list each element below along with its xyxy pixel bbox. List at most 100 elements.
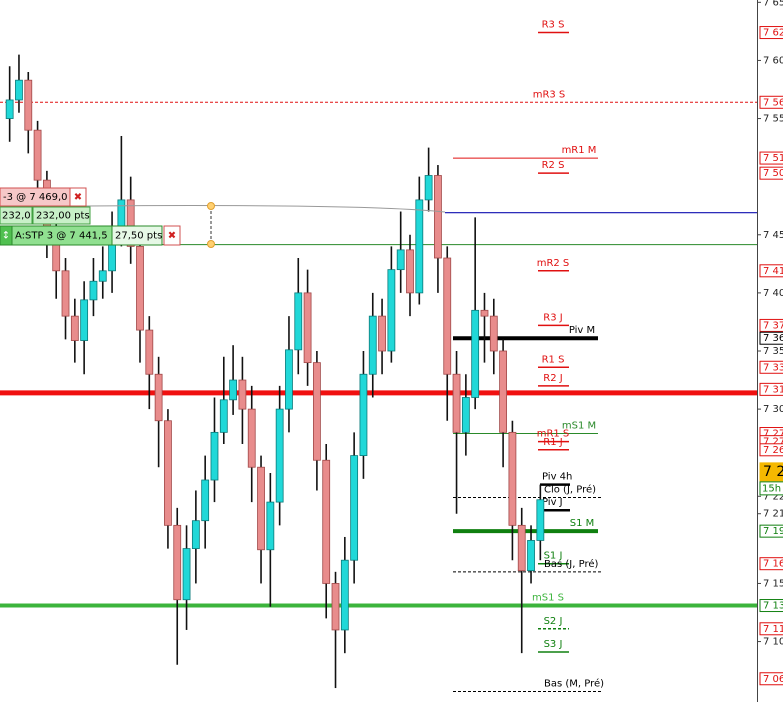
candle-body [471,309,480,398]
candle-body [145,329,154,375]
price-tag-label: 7 51 [763,153,783,164]
level-label: S1 M [570,518,595,529]
price-tag [759,318,783,332]
level-label: mS1 S [532,593,564,604]
order-limit[interactable]: -3 @ 7 469,0 ✖ [0,187,87,207]
candle-body [210,431,219,481]
candle-body [527,540,535,572]
candle-body [359,373,368,457]
timer-box [759,481,783,496]
candle-body [424,175,433,201]
y-tick-label: 7 10 [763,637,783,648]
y-tick-label: 7 55 [763,114,783,125]
order-label: A:STP 3 @ 7 441,5 [15,231,108,242]
level-label: Bas (J, Pré) [544,558,598,570]
points-label: 232,00 pts [36,211,90,222]
candle-body [378,315,386,352]
candle-body [154,373,163,422]
price-tag [759,557,783,571]
level-label: S3 J [544,639,563,650]
order-handle[interactable] [207,202,215,210]
level-label: mR3 S [533,89,566,100]
price-tag-label: 7 13 [763,601,783,612]
candle-body [406,249,414,294]
candle-body [257,466,265,551]
candle-body [312,362,321,461]
candle-body [480,309,489,317]
price-tag-label: 7 50 [763,168,783,179]
candle-body [536,499,545,541]
candle-body [517,524,526,572]
level-label: R3 J [543,312,562,323]
level-label: Piv 4h [542,472,572,483]
candle-body [126,199,135,247]
candle-body [294,292,303,351]
price-tag [759,95,783,109]
order-points: 232,0 232,00 pts [0,206,91,225]
price-tag [759,151,783,165]
y-tick-label: 7 22 [763,491,783,502]
level-label: R1 J [543,437,562,448]
points-label: 27,50 pts [115,231,162,242]
y-tick-label: 7 60 [763,55,783,66]
y-tick-label: 7 15 [763,578,783,589]
price-tag-label: 7 19 [763,526,783,537]
close-icon[interactable]: ✖ [74,192,82,203]
price-tag-label: 7 62 [763,28,783,39]
price-tag [759,524,783,538]
candle-body [70,315,79,341]
price-tag-label: 7 36 [763,333,783,344]
price-tag-label: 7 06 [763,674,783,685]
price-tag-label: 7 33 [763,362,783,373]
candle-body [285,349,293,410]
level-label: R2 J [543,373,562,384]
level-label: S2 J [544,616,563,627]
price-tag [759,166,783,180]
level-label: mR1 M [562,145,597,156]
price-tag-label: 7 31 [763,384,783,395]
candle-body [61,270,70,317]
level-label: Piv M [569,325,595,336]
candle-body [489,315,498,352]
price-tag [759,26,783,40]
candle-body [191,520,200,549]
candle-body [443,257,452,375]
candle-body [499,350,508,433]
close-icon[interactable]: ✖ [168,231,176,242]
price-tag-label: 7 16 [763,559,783,570]
y-tick-label: 7 45 [763,230,783,241]
candle-body [340,559,349,631]
candle-body [508,431,517,526]
points-label: 232,0 [2,211,31,222]
level-label: mR2 S [537,258,570,269]
price-tag [759,443,783,457]
price-tag [759,382,783,396]
candle-body [182,548,191,601]
price-tag [759,622,783,636]
price-tag-label: 7 2 [763,464,783,480]
drag-icon[interactable]: ↕ [2,231,10,242]
level-label: Bas (M, Pré) [544,678,604,690]
price-tag [759,599,783,613]
price-tag-label: 7 37 [763,320,783,331]
candle-body [136,245,144,331]
order-stop[interactable]: ↕ A:STP 3 @ 7 441,5 27,50 pts ✖ [0,225,181,246]
candle-body [89,280,98,301]
price-tag [759,360,783,374]
price-tag-label: 7 26 [763,445,783,456]
candle-body [331,583,340,631]
price-tag-label: 7 56 [763,97,783,108]
candle-body [219,399,228,433]
y-tick-label: 7 35 [763,346,783,357]
candle-body [238,379,247,410]
price-tag-label: 7 11 [763,624,783,635]
price-tag-label: 7 41 [763,266,783,277]
candle-body [387,269,396,352]
order-link [85,205,446,213]
order-handle[interactable] [207,240,215,248]
candle-body [415,199,424,294]
candle-body [98,270,107,282]
level-label: mR1 S [537,429,570,440]
y-tick-label: 7 30 [763,404,783,415]
